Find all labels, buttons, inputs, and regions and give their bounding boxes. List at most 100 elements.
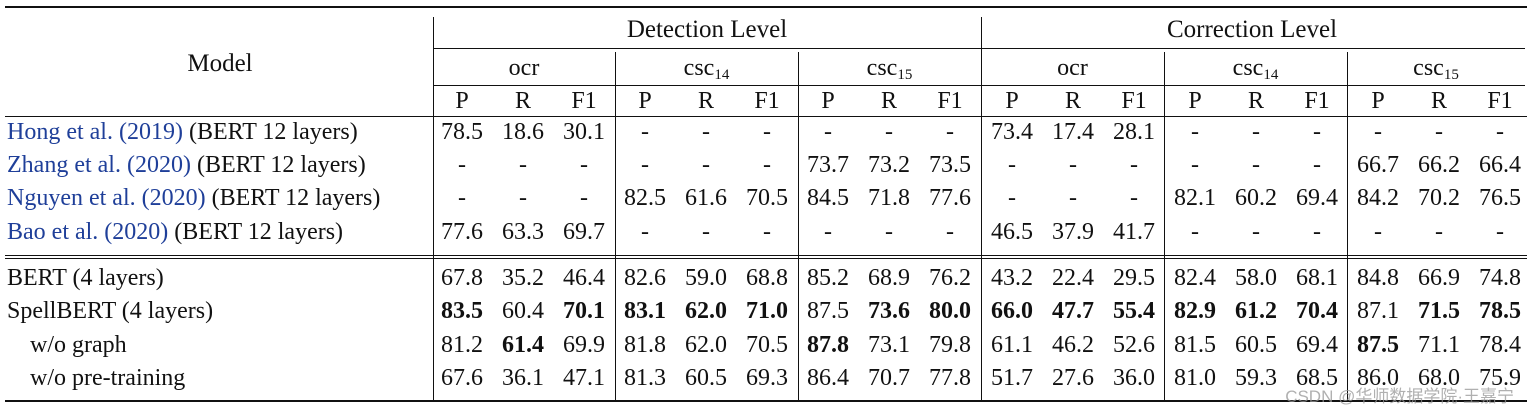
value-cell: - [1191, 219, 1199, 245]
value-cell: - [1313, 119, 1321, 145]
dataset-name: csc [866, 55, 898, 81]
value-cell: 87.5 [807, 298, 849, 324]
dataset-name: csc [683, 55, 715, 81]
level-header: Correction Level [1166, 16, 1338, 43]
value-cell: 41.7 [1113, 219, 1155, 245]
value-cell: 17.4 [1052, 119, 1094, 145]
citation-year[interactable]: 2020 [149, 185, 198, 211]
value-cell: 71.0 [746, 298, 788, 324]
value-cell: 83.1 [624, 298, 666, 324]
value-cell: 67.8 [441, 265, 483, 291]
value-cell: 60.5 [1235, 332, 1277, 358]
metric-header: F1 [1121, 88, 1147, 114]
value-cell: - [1069, 185, 1077, 211]
dataset-underline [433, 85, 1525, 86]
value-cell: - [1313, 219, 1321, 245]
dataset-header: ocr [509, 56, 540, 80]
metric-header: F1 [571, 88, 597, 114]
value-cell: - [946, 219, 954, 245]
value-cell: 69.4 [1296, 185, 1338, 211]
value-cell: 63.3 [502, 219, 544, 245]
value-cell: - [1191, 119, 1199, 145]
value-cell: 69.7 [563, 219, 605, 245]
value-cell: 81.8 [624, 332, 666, 358]
value-cell: 27.6 [1052, 365, 1094, 391]
value-cell: - [1191, 152, 1199, 178]
value-cell: - [458, 152, 466, 178]
value-cell: 62.0 [685, 332, 727, 358]
value-cell: 71.8 [868, 185, 910, 211]
metric-header: R [880, 88, 898, 114]
value-cell: 81.5 [1174, 332, 1216, 358]
value-cell: 80.0 [929, 298, 971, 324]
value-cell: 60.2 [1235, 185, 1277, 211]
citation-authors[interactable]: Nguyen et al. ( [7, 185, 150, 211]
dataset-subscript: 14 [714, 67, 730, 83]
value-cell: - [702, 119, 710, 145]
metric-header: R [514, 88, 532, 114]
value-cell: 70.2 [1418, 185, 1460, 211]
value-cell: 46.4 [563, 265, 605, 291]
row-label-suffix: (BERT 12 layers) [168, 219, 344, 245]
v-rule-model [433, 17, 434, 401]
value-cell: - [641, 219, 649, 245]
value-cell: 87.8 [807, 332, 849, 358]
value-cell: 68.8 [746, 265, 788, 291]
value-cell: - [824, 219, 832, 245]
value-cell: 69.9 [563, 332, 605, 358]
citation-authors[interactable]: Bao et al. ( [7, 219, 113, 245]
row-label: Bao et al. (2020) (BERT 12 layers) [7, 220, 343, 244]
value-cell: 66.0 [991, 298, 1033, 324]
value-cell: 84.8 [1357, 265, 1399, 291]
row-label-suffix: (BERT 12 layers) [182, 119, 358, 145]
value-cell: 77.6 [441, 219, 483, 245]
value-cell: 70.1 [563, 298, 605, 324]
citation-year[interactable]: 2020 [112, 219, 161, 245]
value-cell: - [1130, 152, 1138, 178]
citation-year[interactable]: 2019 [126, 119, 175, 145]
value-cell: 83.5 [441, 298, 483, 324]
value-cell: 61.6 [685, 185, 727, 211]
citation-authors[interactable]: Zhang et al. ( [7, 152, 135, 178]
value-cell: 81.3 [624, 365, 666, 391]
value-cell: 37.9 [1052, 219, 1094, 245]
value-cell: 43.2 [991, 265, 1033, 291]
watermark: CSDN @华师数据学院·王嘉宁 [1285, 387, 1514, 406]
value-cell: 82.1 [1174, 185, 1216, 211]
value-cell: 87.1 [1357, 298, 1399, 324]
value-cell: 68.1 [1296, 265, 1338, 291]
metric-header: F1 [937, 88, 963, 114]
value-cell: - [763, 119, 771, 145]
dataset-header: csc15 [1413, 56, 1459, 83]
citation-year[interactable]: 2020 [134, 152, 183, 178]
value-cell: 78.5 [441, 119, 483, 145]
value-cell: 59.0 [685, 265, 727, 291]
citation-authors[interactable]: Hong et al. ( [7, 119, 127, 145]
row-label: SpellBERT (4 layers) [7, 298, 214, 324]
value-cell: 46.2 [1052, 332, 1094, 358]
dataset-header: ocr [1057, 56, 1088, 80]
value-cell: 86.0 [1357, 365, 1399, 391]
value-cell: 61.2 [1235, 298, 1277, 324]
value-cell: - [458, 185, 466, 211]
value-cell: - [1374, 219, 1382, 245]
v-rule-level [981, 17, 982, 401]
citation-close: ) [160, 219, 169, 245]
top-rule [5, 6, 1527, 8]
value-cell: 73.1 [868, 332, 910, 358]
row-label: Hong et al. (2019) (BERT 12 layers) [7, 120, 358, 144]
dataset-header: csc14 [1233, 56, 1279, 83]
value-cell: 29.5 [1113, 265, 1155, 291]
value-cell: 78.4 [1479, 332, 1521, 358]
value-cell: 77.6 [929, 185, 971, 211]
value-cell: 82.9 [1174, 298, 1216, 324]
dataset-subscript: 15 [1443, 67, 1459, 83]
metric-header: F1 [754, 88, 780, 114]
value-cell: 46.5 [991, 219, 1033, 245]
value-cell: 81.2 [441, 332, 483, 358]
v-rule-dataset [798, 52, 799, 401]
value-cell: 66.9 [1418, 265, 1460, 291]
metric-header: P [455, 88, 469, 114]
row-label: Zhang et al. (2020) (BERT 12 layers) [7, 153, 366, 177]
